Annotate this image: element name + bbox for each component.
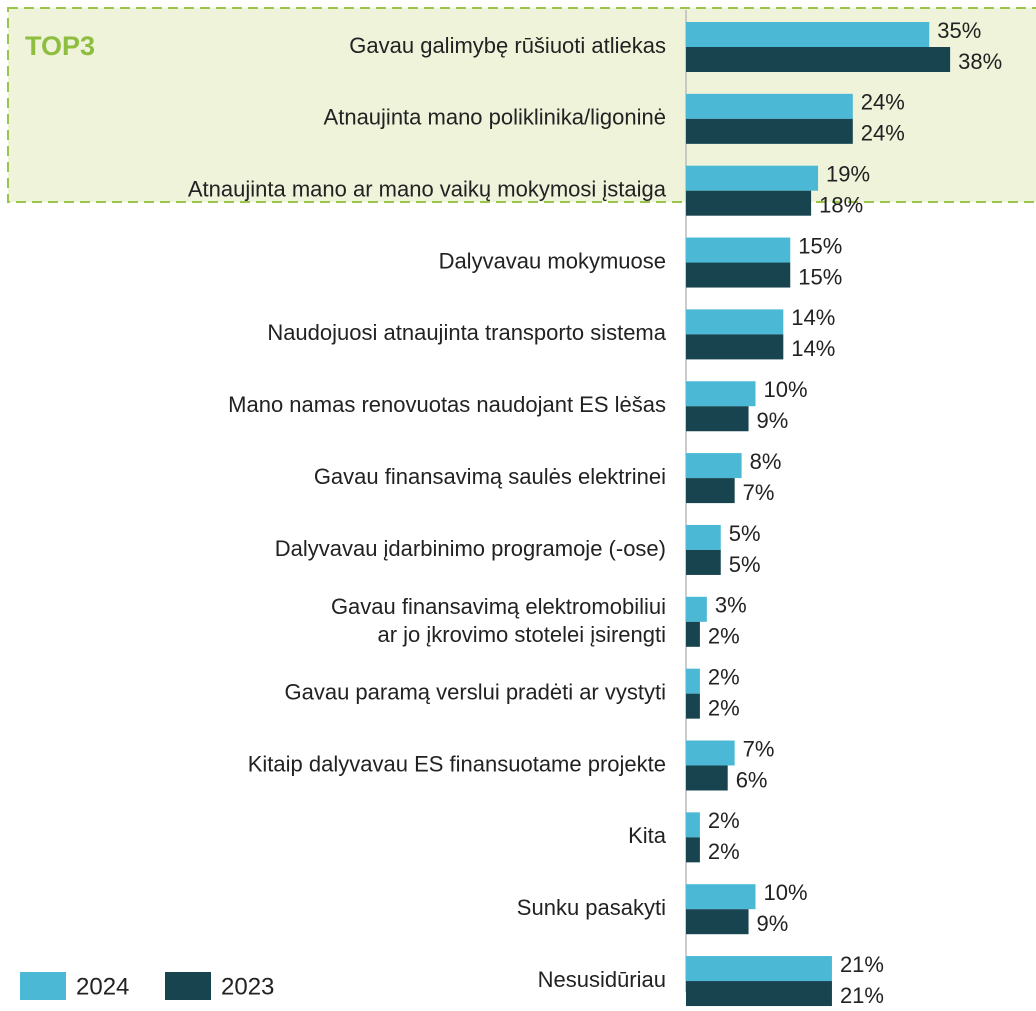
bar — [686, 740, 735, 766]
bar — [686, 837, 700, 863]
value-label: 19% — [826, 162, 870, 187]
value-label: 2% — [708, 839, 740, 864]
bar — [686, 478, 735, 504]
category-label: Sunku pasakyti — [517, 895, 666, 920]
category-label: Kita — [628, 823, 667, 848]
value-label: 3% — [715, 593, 747, 618]
bar — [686, 47, 951, 72]
bar — [686, 765, 728, 791]
value-label: 2% — [708, 664, 740, 689]
value-label: 24% — [861, 121, 905, 146]
value-label: 9% — [757, 408, 789, 433]
value-label: 24% — [861, 90, 905, 115]
bar — [686, 309, 784, 335]
bar — [686, 596, 707, 622]
value-label: 14% — [791, 336, 835, 361]
legend-label: 2023 — [221, 973, 274, 1000]
value-label: 35% — [937, 18, 981, 43]
value-label: 8% — [750, 449, 782, 474]
value-label: 7% — [743, 736, 775, 761]
bar — [686, 524, 721, 550]
category-label: Nesusidūriau — [538, 967, 666, 992]
bar — [686, 334, 784, 360]
bar — [686, 118, 853, 144]
value-label: 6% — [736, 767, 768, 792]
value-label: 2% — [708, 808, 740, 833]
category-label: Gavau finansavimą elektromobiliui ar jo į… — [331, 594, 666, 647]
bar — [686, 909, 749, 935]
bar — [686, 453, 742, 479]
category-label: Mano namas renovuotas naudojant ES lėšas — [228, 392, 666, 417]
value-label: 10% — [764, 880, 808, 905]
annotation: TOP3 — [25, 31, 95, 61]
category-label: Dalyvavau mokymuose — [439, 248, 666, 273]
category-label: Atnaujinta mano poliklinika/ligoninė — [324, 105, 666, 130]
bar — [686, 693, 700, 719]
bar — [686, 884, 756, 910]
bar — [686, 22, 930, 47]
value-label: 5% — [729, 521, 761, 546]
value-label: 2% — [708, 695, 740, 720]
bar — [686, 621, 700, 647]
value-label: 38% — [958, 49, 1002, 74]
bar — [686, 668, 700, 694]
category-label: Atnaujinta mano ar mano vaikų mokymosi į… — [188, 177, 667, 202]
bar — [686, 165, 819, 191]
value-label: 14% — [791, 305, 835, 330]
bar — [686, 956, 832, 982]
legend-swatch — [165, 972, 211, 1000]
category-label: Gavau finansavimą saulės elektrinei — [314, 464, 666, 489]
category-label: Gavau paramą verslui pradėti ar vystyti — [285, 679, 667, 704]
legend-swatch — [20, 972, 66, 1000]
value-label: 15% — [798, 233, 842, 258]
category-label: Dalyvavau įdarbinimo programoje (-ose) — [275, 536, 666, 561]
bar — [686, 381, 756, 407]
bar — [686, 549, 721, 575]
category-label: Naudojuosi atnaujinta transporto sistema — [267, 320, 666, 345]
value-label: 21% — [840, 983, 884, 1008]
value-label: 9% — [757, 911, 789, 936]
bar — [686, 237, 791, 263]
bar — [686, 190, 812, 216]
value-label: 5% — [729, 552, 761, 577]
legend-label: 2024 — [76, 973, 129, 1000]
bar — [686, 981, 832, 1007]
bar — [686, 812, 700, 838]
bar — [686, 406, 749, 432]
value-label: 18% — [819, 193, 863, 218]
value-label: 21% — [840, 952, 884, 977]
value-label: 10% — [764, 377, 808, 402]
category-label: Kitaip dalyvavau ES finansuotame projekt… — [248, 751, 666, 776]
value-label: 7% — [743, 480, 775, 505]
category-label: Gavau galimybę rūšiuoti atliekas — [349, 33, 666, 58]
bar — [686, 262, 791, 288]
bar — [686, 93, 853, 119]
value-label: 15% — [798, 264, 842, 289]
value-label: 2% — [708, 624, 740, 649]
